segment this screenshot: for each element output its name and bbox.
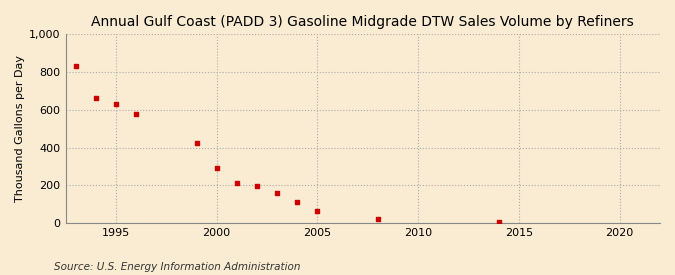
- Point: [493, 220, 504, 224]
- Point: [292, 200, 302, 205]
- Point: [70, 64, 81, 69]
- Title: Annual Gulf Coast (PADD 3) Gasoline Midgrade DTW Sales Volume by Refiners: Annual Gulf Coast (PADD 3) Gasoline Midg…: [91, 15, 634, 29]
- Point: [211, 166, 222, 170]
- Point: [191, 141, 202, 145]
- Point: [131, 111, 142, 116]
- Point: [111, 102, 122, 106]
- Y-axis label: Thousand Gallons per Day: Thousand Gallons per Day: [15, 55, 25, 202]
- Point: [373, 217, 383, 222]
- Point: [232, 180, 242, 185]
- Point: [90, 95, 101, 100]
- Text: Source: U.S. Energy Information Administration: Source: U.S. Energy Information Administ…: [54, 262, 300, 272]
- Point: [252, 184, 263, 189]
- Point: [312, 209, 323, 213]
- Point: [272, 191, 283, 195]
